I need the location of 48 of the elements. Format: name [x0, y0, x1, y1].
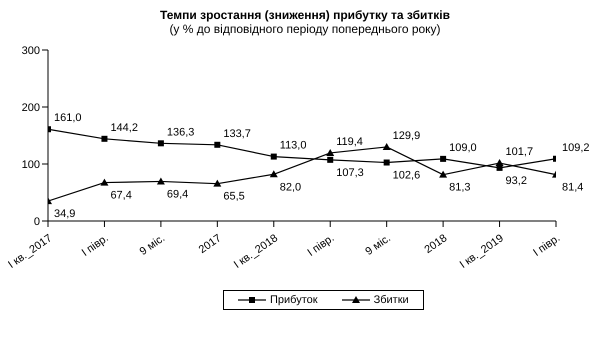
data-label: 113,0 — [280, 140, 306, 152]
data-label: 133,7 — [223, 128, 251, 140]
point — [158, 140, 164, 146]
data-label: 136,3 — [166, 126, 194, 138]
point — [100, 178, 108, 186]
point — [439, 170, 448, 178]
point — [327, 156, 334, 163]
point — [382, 142, 391, 150]
x-tick-label: І півр. — [305, 232, 337, 259]
point — [384, 160, 390, 166]
point — [270, 170, 278, 178]
y-tick-label: 100 — [22, 158, 40, 171]
x-tick-label: І півр. — [531, 232, 562, 259]
data-label: 109,0 — [449, 142, 477, 154]
data-label: 144,2 — [110, 122, 138, 134]
data-label: 102,6 — [392, 170, 420, 182]
legend-label: Прибуток — [269, 294, 318, 306]
point — [213, 180, 222, 187]
data-label: 65,5 — [223, 190, 245, 203]
y-tick-label: 300 — [22, 44, 40, 57]
data-label: 161,0 — [54, 112, 82, 124]
data-label: 81,4 — [562, 182, 584, 194]
legend-label: Збитки — [372, 294, 409, 306]
y-tick-label: 200 — [22, 102, 40, 114]
data-label: 93,2 — [506, 174, 527, 187]
data-label: 67,4 — [110, 190, 132, 202]
point — [156, 177, 165, 184]
data-label: 129,9 — [392, 130, 420, 142]
data-label: 119,4 — [336, 136, 363, 148]
point — [496, 159, 504, 166]
y-tick-label: 0 — [34, 216, 40, 228]
data-label: 109,2 — [562, 142, 590, 154]
point — [326, 148, 334, 156]
chart-title: Темпи зростання (зниження) прибутку та збитків — [159, 8, 451, 22]
data-label: 107,3 — [336, 166, 364, 179]
data-label: 81,3 — [449, 182, 471, 194]
x-tick-label: І півр. — [80, 232, 111, 259]
x-tick-label: 9 міс. — [363, 232, 393, 258]
data-label: 34,9 — [54, 208, 76, 220]
data-label: 69,4 — [166, 188, 188, 200]
x-tick-label: 9 міс. — [138, 232, 168, 258]
point — [214, 142, 220, 148]
point — [440, 156, 446, 162]
data-label: 82,0 — [280, 181, 302, 194]
chart-subtitle: (у % до відповідного періоду попереднього року) — [168, 22, 442, 36]
data-label: 101,7 — [506, 146, 534, 158]
point — [101, 136, 108, 142]
point — [270, 154, 277, 160]
